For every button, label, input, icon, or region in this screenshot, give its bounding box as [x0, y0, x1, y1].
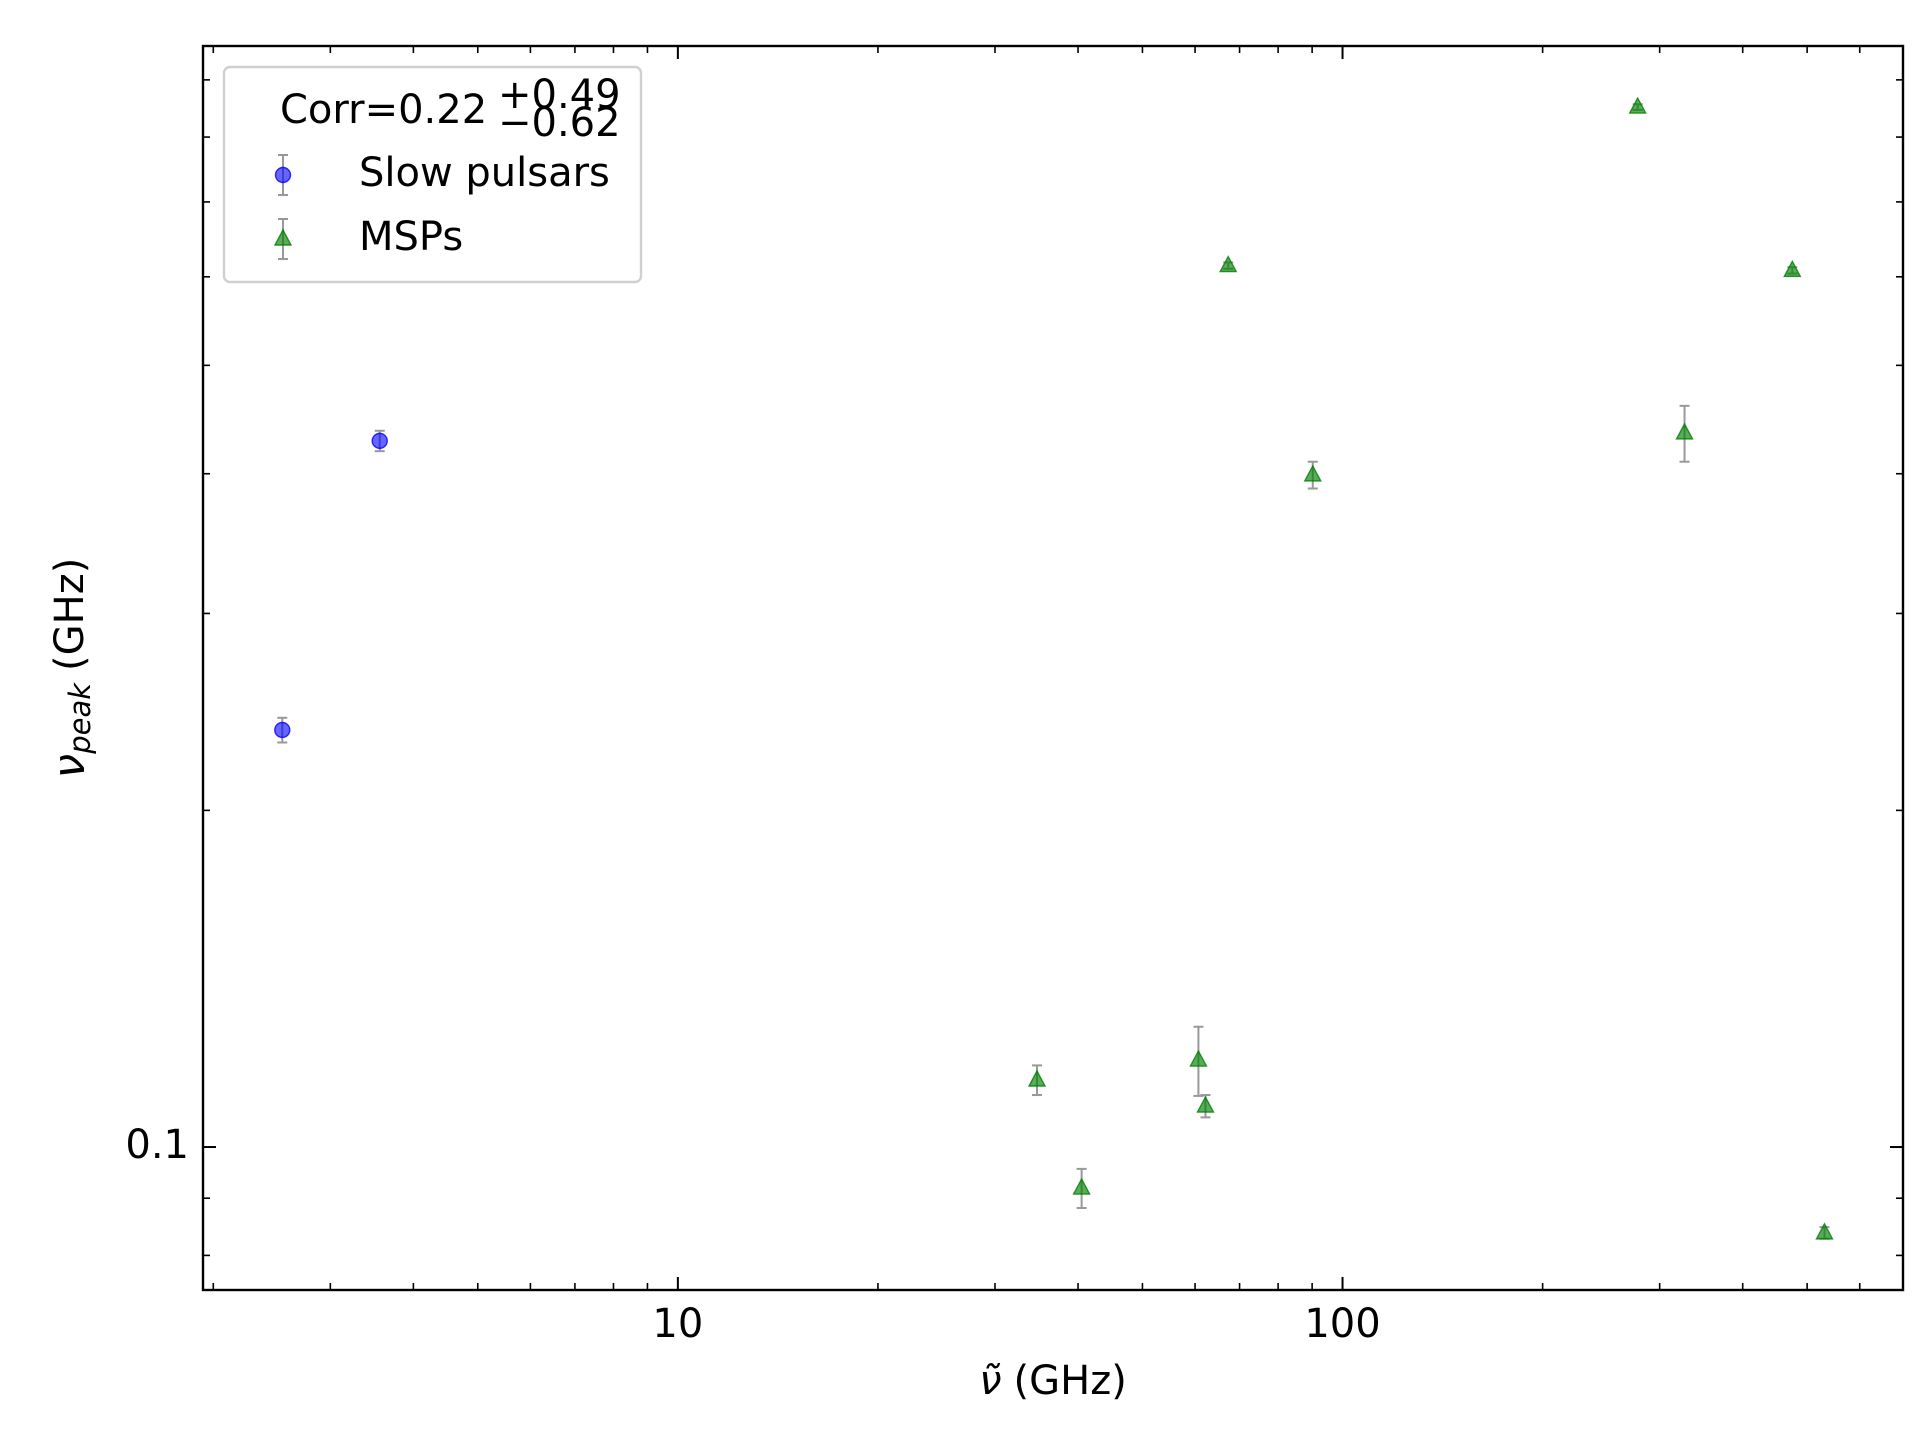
legend-label: MSPs	[359, 214, 463, 260]
y-label-symbol: ν	[44, 754, 95, 779]
y-label-unit: (GHz)	[47, 558, 93, 671]
data-point	[274, 721, 291, 739]
legend-title-sub: −0.62	[498, 100, 621, 146]
data-point	[1675, 422, 1694, 440]
legend-title-text: Corr=0.22	[280, 87, 487, 133]
data-point	[1303, 464, 1322, 482]
y-label-subscript: peak	[63, 682, 97, 755]
x-tick-label: 10	[652, 1301, 703, 1347]
data-point	[1815, 1222, 1834, 1240]
data-point	[371, 432, 388, 450]
legend-marker	[274, 166, 292, 184]
data-point	[1189, 1049, 1208, 1067]
legend-title: Corr=0.22	[280, 87, 487, 133]
legend-title-sup: +0.49	[498, 72, 621, 118]
y-axis-label: νpeak (GHz)	[44, 558, 97, 779]
plot-frame	[201, 44, 1905, 1292]
data-point	[1219, 255, 1238, 273]
x-axis-label: ν̃ (GHz)	[979, 1358, 1127, 1404]
legend-box	[222, 65, 643, 284]
data-point	[1072, 1177, 1091, 1195]
data-point	[1196, 1095, 1215, 1113]
y-tick-label: 0.1	[125, 1122, 189, 1168]
x-tick-label: 100	[1304, 1301, 1380, 1347]
legend-marker	[273, 228, 293, 246]
x-label-unit: (GHz)	[1014, 1358, 1127, 1404]
data-point	[1783, 259, 1802, 278]
data-point	[1628, 96, 1647, 114]
data-point	[1027, 1069, 1047, 1087]
x-label-symbol: ν̃	[979, 1358, 1001, 1404]
legend-label: Slow pulsars	[359, 150, 610, 196]
